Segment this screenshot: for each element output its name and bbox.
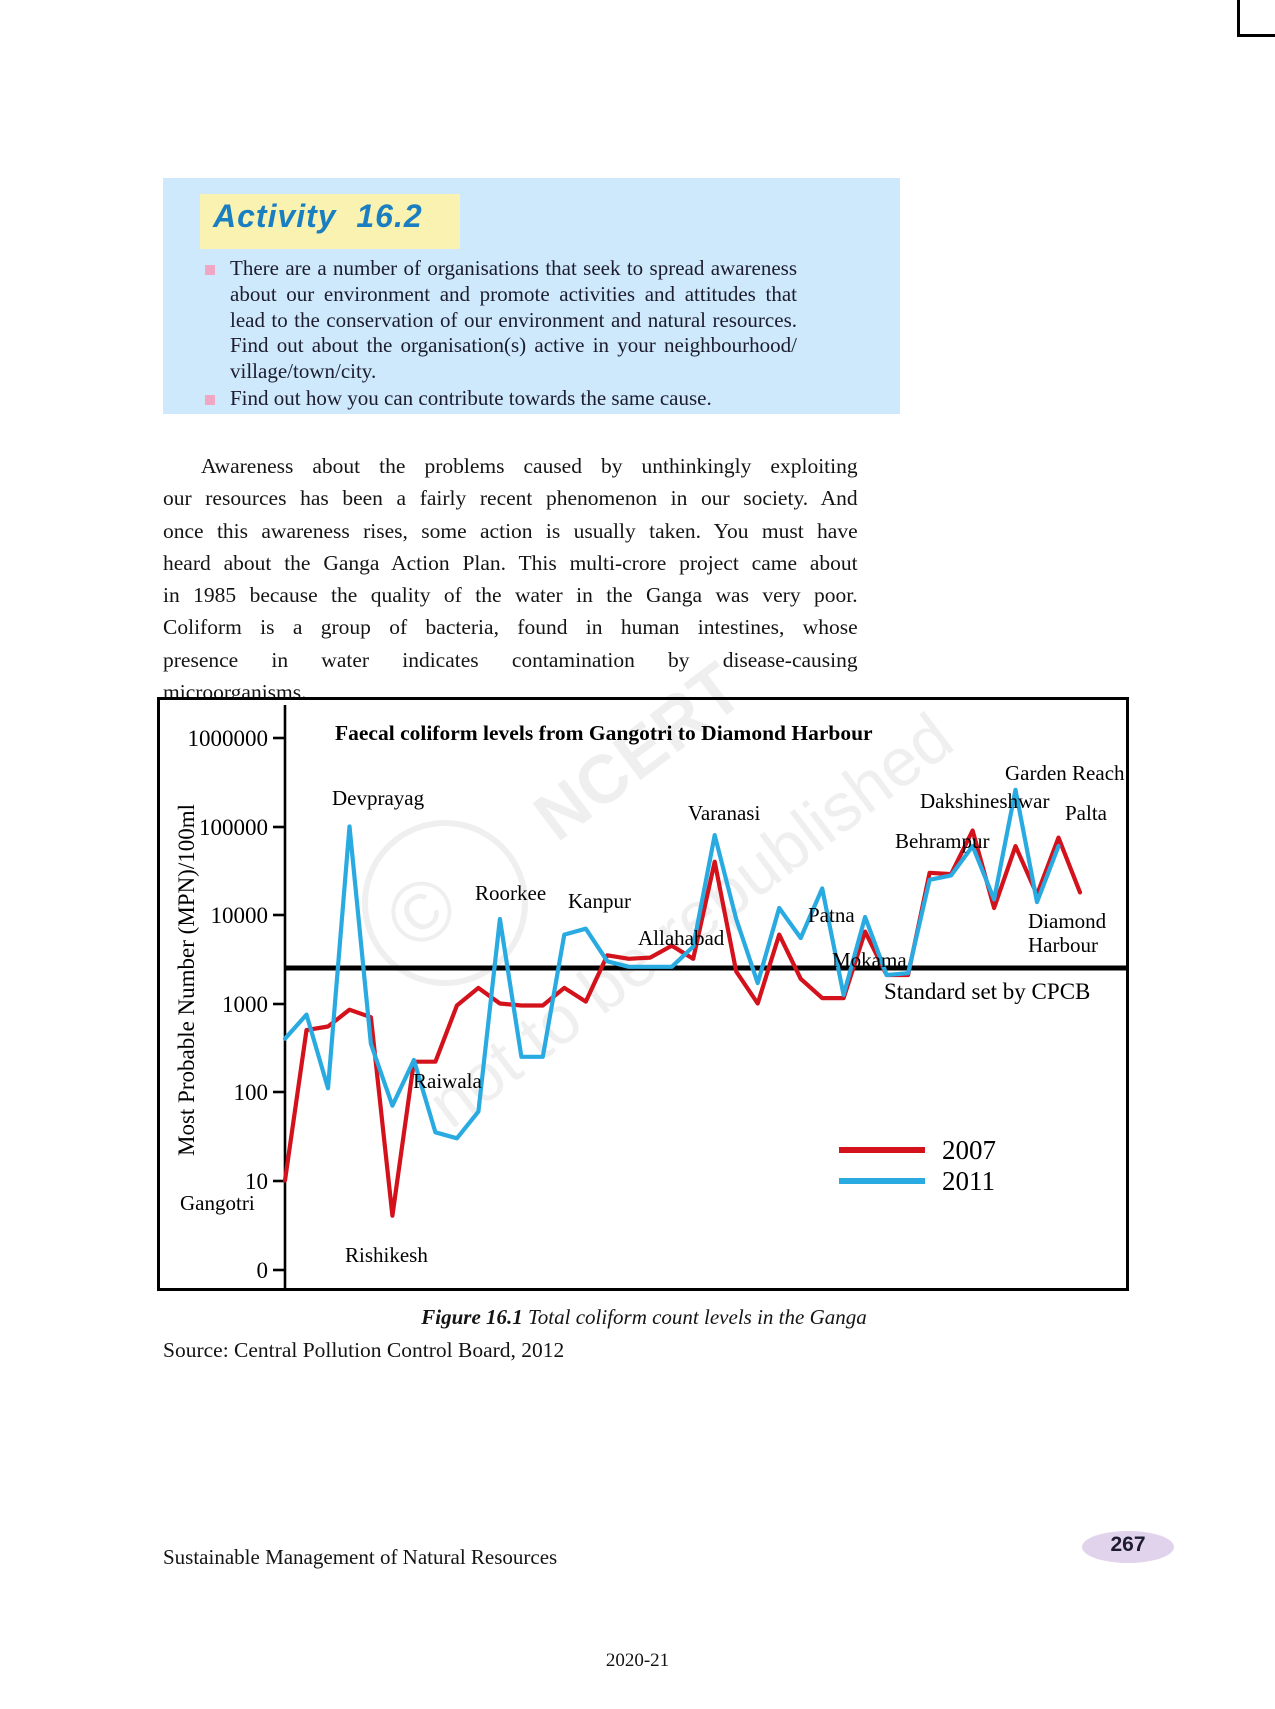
svg-text:10000: 10000	[211, 903, 269, 928]
svg-text:not to be republished: not to be republished	[414, 700, 966, 1142]
svg-text:Kanpur: Kanpur	[568, 889, 631, 913]
svg-text:Diamond: Diamond	[1028, 909, 1107, 933]
svg-text:Roorkee: Roorkee	[475, 881, 546, 905]
svg-text:Palta: Palta	[1065, 801, 1108, 825]
svg-text:Mokama: Mokama	[832, 948, 907, 972]
svg-text:2007: 2007	[942, 1135, 996, 1165]
svg-text:Most Probable Number (MPN)/100: Most Probable Number (MPN)/100ml	[174, 804, 199, 1156]
svg-text:2011: 2011	[942, 1166, 995, 1196]
svg-text:Allahabad: Allahabad	[638, 926, 725, 950]
svg-text:1000000: 1000000	[188, 726, 269, 751]
svg-text:100: 100	[234, 1080, 269, 1105]
svg-text:Behrampur: Behrampur	[895, 829, 989, 853]
svg-text:Raiwala: Raiwala	[413, 1069, 482, 1093]
svg-text:Devprayag: Devprayag	[332, 786, 425, 810]
svg-text:100000: 100000	[199, 815, 268, 840]
svg-text:Patna: Patna	[808, 903, 855, 927]
svg-text:Rishikesh: Rishikesh	[345, 1243, 428, 1267]
svg-text:Faecal coliform levels from Ga: Faecal coliform levels from Gangotri to …	[335, 721, 873, 745]
svg-text:Harbour: Harbour	[1028, 933, 1098, 957]
svg-text:Gangotri: Gangotri	[180, 1191, 255, 1215]
svg-text:Dakshineshwar: Dakshineshwar	[920, 789, 1049, 813]
svg-text:1000: 1000	[222, 992, 268, 1017]
svg-text:Garden Reach: Garden Reach	[1005, 761, 1125, 785]
svg-text:0: 0	[257, 1258, 269, 1283]
svg-text:Standard set by CPCB: Standard set by CPCB	[884, 979, 1090, 1004]
svg-text:Varanasi: Varanasi	[688, 801, 760, 825]
